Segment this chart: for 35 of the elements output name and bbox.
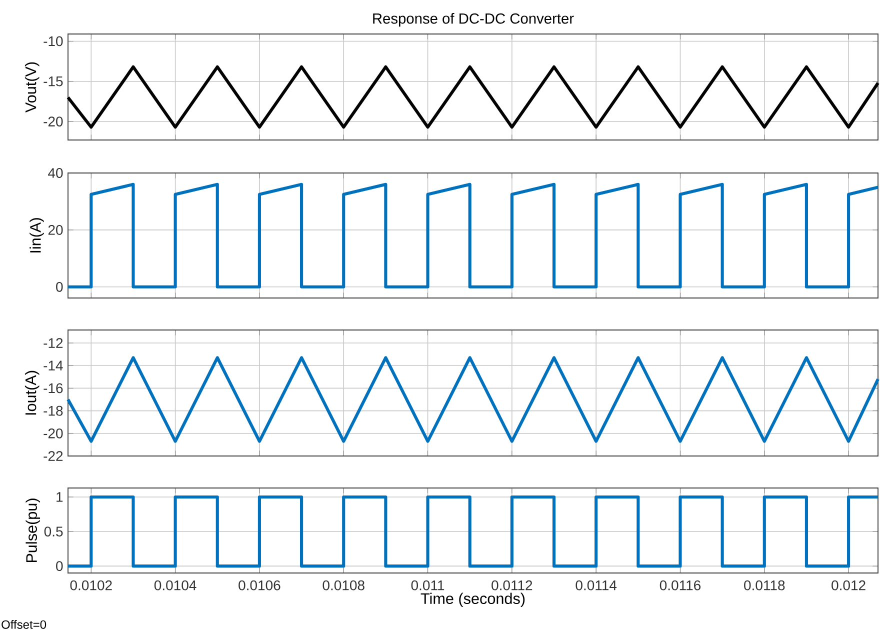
- y-tick-label: -22: [44, 451, 63, 461]
- x-tick-label: 0.0106: [238, 580, 280, 590]
- y-tick-label: -20: [44, 428, 63, 438]
- x-axis-title: Time (seconds): [420, 592, 525, 608]
- text: Offset=0: [2, 620, 46, 629]
- y-axis-title: Iin(A): [30, 218, 44, 252]
- x-tick-label: 0.011: [411, 580, 444, 590]
- y-tick-label: 40: [48, 168, 63, 178]
- y-tick-label: 0.5: [44, 526, 63, 536]
- y-tick-label: -18: [44, 406, 63, 416]
- x-tick-label: 0.0112: [492, 580, 532, 590]
- y-tick-label: -14: [44, 360, 63, 370]
- y-tick-label: -10: [44, 36, 63, 46]
- x-tick-label: 0.0114: [576, 580, 617, 590]
- line-series: [66, 356, 880, 443]
- y-tick-label: -12: [44, 338, 63, 348]
- x-tick-label: 0.0108: [322, 580, 364, 590]
- line-series: [66, 182, 880, 288]
- y-tick-label: 1: [56, 492, 63, 502]
- y-tick-label: -16: [44, 383, 63, 394]
- y-tick-label: -20: [44, 116, 63, 126]
- y-tick-label: 0: [56, 561, 63, 572]
- y-axis-title: Pulse(pu): [26, 498, 40, 562]
- y-axis-title: Vout(V): [24, 62, 40, 112]
- chart-title: Response of DC-DC Converter: [373, 12, 574, 27]
- x-tick-label: 0.0116: [660, 580, 701, 590]
- line-series: [66, 65, 880, 129]
- x-tick-label: 0.0118: [744, 580, 785, 590]
- y-tick-label: 20: [48, 224, 63, 235]
- x-tick-label: 0.012: [832, 580, 866, 590]
- x-tick-label: 0.0102: [70, 580, 112, 590]
- y-tick-label: -15: [44, 76, 63, 86]
- x-tick-label: 0.0104: [154, 580, 196, 590]
- y-axis-title: Iout(A): [24, 370, 40, 415]
- y-tick-label: 0: [56, 282, 63, 292]
